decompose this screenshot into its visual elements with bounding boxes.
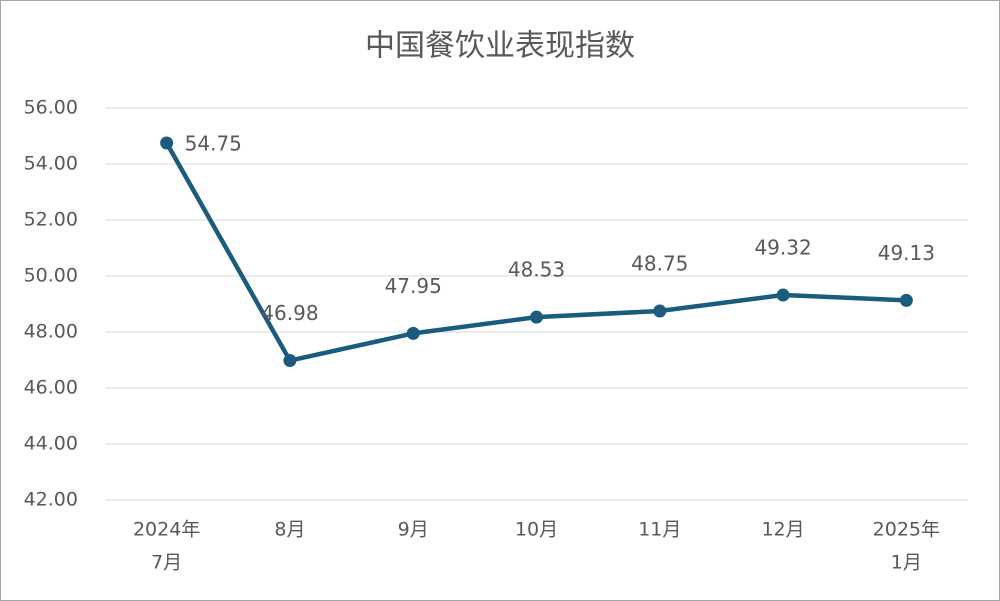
data-point [406,326,420,340]
y-tick-label: 46.00 [24,377,78,399]
data-label: 49.13 [878,241,935,265]
y-tick-label: 54.00 [24,153,78,175]
x-tick-label: 2025年 [873,519,940,541]
data-point [899,293,913,307]
chart-title: 中国餐饮业表现指数 [365,29,635,64]
data-point [653,304,667,318]
data-label: 49.32 [754,236,811,260]
data-label: 54.75 [185,132,242,156]
data-point [283,354,297,368]
x-tick-label: 12月 [761,519,804,541]
data-label: 48.75 [631,252,688,276]
y-tick-label: 50.00 [24,265,78,287]
y-tick-label: 42.00 [24,489,78,511]
x-tick-label: 2024年 [133,519,200,541]
x-tick-label: 1月 [891,552,922,574]
data-label: 47.95 [385,274,442,298]
y-tick-label: 44.00 [24,433,78,455]
y-tick-label: 48.00 [24,321,78,343]
data-point [530,310,543,324]
x-tick-label: 9月 [398,519,429,541]
x-tick-label: 8月 [274,519,305,541]
data-point [776,288,790,302]
data-point [160,136,174,150]
data-label: 46.98 [261,301,318,325]
x-tick-label: 11月 [638,519,681,541]
y-tick-label: 52.00 [24,209,78,231]
data-label: 48.53 [508,258,565,282]
x-tick-label: 10月 [515,519,558,541]
x-tick-label: 7月 [151,552,182,574]
y-tick-label: 56.00 [24,97,78,119]
